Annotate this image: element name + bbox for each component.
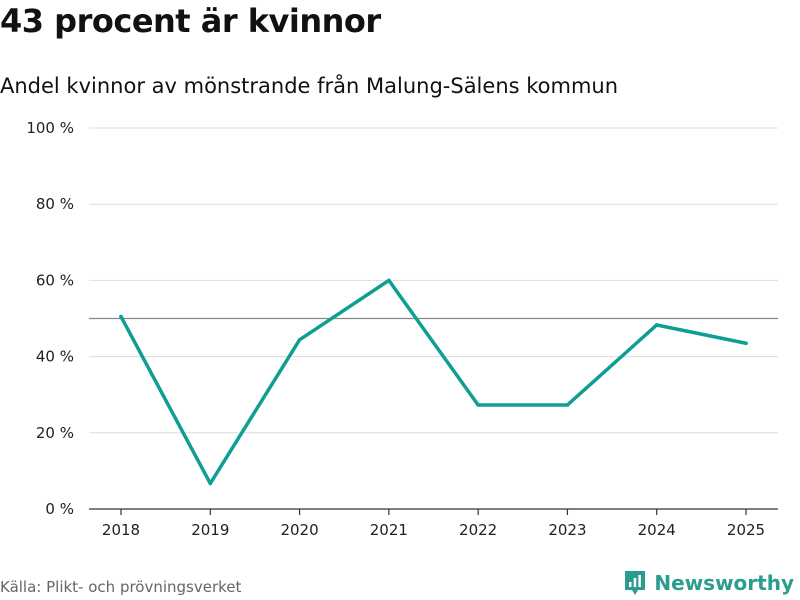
data-point: [119, 314, 123, 319]
brand-name: Newsworthy: [654, 571, 794, 595]
data-point: [744, 341, 748, 346]
x-tick-label: 2020: [280, 521, 318, 539]
x-tick-label: 2021: [370, 521, 408, 539]
line-chart: 0 % 20 % 40 % 60 % 80 % 100 % 2018 2019 2020 2021…: [26, 119, 778, 539]
y-tick-label: 20 %: [36, 424, 74, 442]
data-point: [387, 278, 391, 283]
y-tick-label: 0 %: [45, 500, 74, 518]
data-point: [297, 338, 302, 342]
data-point: [565, 403, 570, 407]
data-point: [208, 481, 213, 486]
newsworthy-icon: [625, 571, 646, 595]
series-line: [119, 278, 748, 486]
x-tick-label: 2022: [459, 521, 497, 539]
y-tick-label: 80 %: [36, 195, 74, 213]
source-note: Källa: Plikt- och prövningsverket: [0, 578, 242, 596]
data-point: [654, 323, 659, 327]
y-tick-label: 40 %: [36, 348, 74, 366]
y-tick-label: 60 %: [36, 271, 74, 289]
x-tick-label: 2023: [548, 521, 586, 539]
brand-logo: Newsworthy: [623, 569, 794, 597]
x-tick-label: 2024: [638, 521, 676, 539]
x-tick-label: 2018: [102, 521, 140, 539]
y-tick-label: 100 %: [26, 119, 74, 137]
x-tick-label: 2019: [191, 521, 229, 539]
chart-subtitle: Andel kvinnor av mönstrande från Malung-…: [0, 74, 619, 98]
x-tick-label: 2025: [727, 521, 765, 539]
data-point: [476, 403, 480, 407]
chart-title: 43 procent är kvinnor: [0, 2, 381, 40]
